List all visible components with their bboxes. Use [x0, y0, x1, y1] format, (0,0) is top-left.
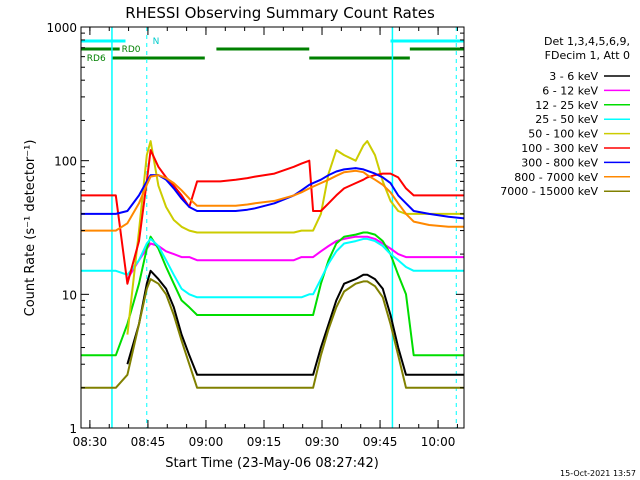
- legend-label: 12 - 25 keV: [535, 99, 598, 112]
- y-tick-label: 1: [69, 422, 77, 436]
- x-tick-label: 09:00: [189, 435, 224, 449]
- x-tick-label: 09:15: [247, 435, 282, 449]
- legend-label: 50 - 100 keV: [528, 128, 598, 141]
- chart-title: RHESSI Observing Summary Count Rates: [125, 4, 435, 22]
- x-axis-label: Start Time (23-May-06 08:27:42): [165, 456, 379, 471]
- series-line-9: [81, 278, 464, 389]
- y-axis-label: Count Rate (s⁻¹ detector⁻¹): [23, 140, 38, 317]
- series-line-1: [126, 269, 464, 376]
- series-line-4: [81, 237, 464, 299]
- y-tick-label: 1000: [46, 21, 77, 35]
- y-tick-label: 10: [62, 288, 77, 302]
- y-tick-label: 100: [54, 155, 77, 169]
- flag-label-rd6: RD6: [87, 54, 106, 64]
- legend-label: 300 - 800 keV: [521, 156, 598, 169]
- series-line-6: [81, 149, 464, 285]
- flag-label-n: N: [153, 37, 160, 47]
- flag-label-rd0: RD0: [122, 45, 141, 55]
- legend-label: 25 - 50 keV: [535, 113, 598, 126]
- x-tick-label: 09:45: [363, 435, 398, 449]
- series-line-5: [126, 140, 464, 335]
- flags-layer: N RD0 RD6: [81, 27, 464, 428]
- series-line-8: [81, 169, 464, 232]
- legend-label: 6 - 12 keV: [542, 84, 598, 97]
- legend-label: 3 - 6 keV: [549, 70, 598, 83]
- legend: Det 1,3,4,5,6,9, FDecim 1, Att 0 3 - 6 k…: [500, 35, 630, 198]
- x-tick-label: 09:30: [305, 435, 340, 449]
- timestamp: 15-Oct-2021 13:57: [560, 469, 636, 478]
- series-layer: [81, 140, 465, 389]
- x-tick-label: 08:30: [73, 435, 108, 449]
- plot-frame: [80, 26, 465, 429]
- legend-header-2: FDecim 1, Att 0: [545, 49, 630, 62]
- x-tick-label: 10:00: [421, 435, 456, 449]
- legend-header-1: Det 1,3,4,5,6,9,: [544, 35, 630, 48]
- legend-label: 100 - 300 keV: [521, 142, 598, 155]
- x-axis: 08:30 08:45 09:00 09:15 09:30 09:45 10:00: [73, 27, 458, 449]
- series-line-2: [126, 235, 464, 280]
- legend-label: 7000 - 15000 keV: [500, 185, 598, 198]
- legend-label: 800 - 7000 keV: [514, 171, 598, 184]
- x-tick-label: 08:45: [131, 435, 166, 449]
